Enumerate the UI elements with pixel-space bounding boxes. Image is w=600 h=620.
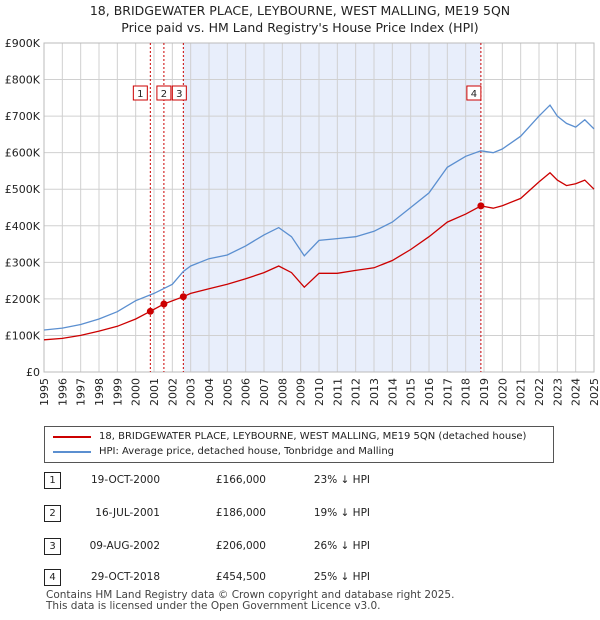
x-tick-label: 2005 xyxy=(221,378,234,406)
sale-hpi-diff: 19% ↓ HPI xyxy=(313,507,370,519)
sale-number-box xyxy=(132,85,148,101)
sale-date: 19-OCT-2000 xyxy=(91,474,160,486)
legend-swatch-hpi xyxy=(53,451,91,453)
sale-number-label: 1 xyxy=(137,89,143,100)
sale-number-label: 3 xyxy=(176,89,182,100)
sale-point xyxy=(477,202,485,210)
x-tick-label: 2022 xyxy=(533,378,546,406)
sale-hpi-diff: 23% ↓ HPI xyxy=(313,474,370,486)
sale-point xyxy=(160,300,168,308)
y-tick-label: £600K xyxy=(5,147,41,160)
sale-number: 2 xyxy=(44,505,61,522)
x-tick-label: 2011 xyxy=(331,378,344,406)
y-tick-label: £0 xyxy=(26,366,40,379)
x-tick-label: 2009 xyxy=(295,378,308,406)
x-tick-label: 2019 xyxy=(478,378,491,406)
sale-row: 3 09-AUG-2002 £206,000 26% ↓ HPI xyxy=(0,536,600,556)
sale-number-box xyxy=(171,85,187,101)
x-tick-label: 2025 xyxy=(588,378,600,406)
sale-point xyxy=(146,307,154,315)
x-tick-label: 1995 xyxy=(38,378,51,406)
chart-title: 18, BRIDGEWATER PLACE, LEYBOURNE, WEST M… xyxy=(89,3,511,18)
legend-swatch-property xyxy=(53,436,91,438)
sale-row: 2 16-JUL-2001 £186,000 19% ↓ HPI xyxy=(0,503,600,523)
x-tick-label: 2018 xyxy=(460,378,473,406)
x-tick-label: 2020 xyxy=(496,378,509,406)
hpi-line xyxy=(43,104,595,331)
y-tick-label: £200K xyxy=(5,293,41,306)
plot-border xyxy=(43,42,595,373)
x-tick-label: 1998 xyxy=(93,378,106,406)
x-tick-label: 1999 xyxy=(111,378,124,406)
legend: 18, BRIDGEWATER PLACE, LEYBOURNE, WEST M… xyxy=(44,426,554,463)
x-tick-label: 2000 xyxy=(130,378,143,406)
x-tick-label: 2007 xyxy=(258,378,271,406)
sale-row: 1 19-OCT-2000 £166,000 23% ↓ HPI xyxy=(0,470,600,490)
x-tick-label: 2023 xyxy=(551,378,564,406)
x-tick-label: 1996 xyxy=(56,378,69,406)
x-tick-label: 2003 xyxy=(185,378,198,406)
x-tick-label: 2012 xyxy=(350,378,363,406)
sale-date: 09-AUG-2002 xyxy=(89,540,160,552)
x-tick-label: 2014 xyxy=(386,378,399,406)
x-tick-label: 2010 xyxy=(313,378,326,406)
x-tick-label: 2006 xyxy=(240,378,253,406)
sale-date: 16-JUL-2001 xyxy=(95,507,160,519)
y-tick-label: £500K xyxy=(5,183,41,196)
sale-price: £206,000 xyxy=(215,540,266,552)
y-tick-label: £100K xyxy=(5,329,41,342)
y-tick-label: £800K xyxy=(5,74,41,87)
price-chart: £0 £100K £200K £300K £400K £500K £600K £700K £80… xyxy=(5,37,600,406)
footer-line-2: This data is licensed under the Open Gov… xyxy=(46,600,381,612)
sale-number: 1 xyxy=(44,472,61,489)
sale-number-box xyxy=(466,85,482,101)
x-tick-label: 1997 xyxy=(75,378,88,406)
y-tick-label: £900K xyxy=(5,37,41,50)
x-tick-label: 2013 xyxy=(368,378,381,406)
x-tick-label: 2021 xyxy=(515,378,528,406)
y-tick-label: £400K xyxy=(5,220,41,233)
sale-price: £166,000 xyxy=(215,474,266,486)
footer: Contains HM Land Registry data © Crown c… xyxy=(46,590,454,612)
x-tick-label: 2024 xyxy=(570,378,583,406)
sale-price: £454,500 xyxy=(215,571,266,583)
chart-subtitle: Price paid vs. HM Land Registry's House … xyxy=(121,20,479,35)
x-tick-label: 2002 xyxy=(166,378,179,406)
sale-price: £186,000 xyxy=(215,507,266,519)
x-tick-label: 2008 xyxy=(276,378,289,406)
sale-date: 29-OCT-2018 xyxy=(91,571,160,583)
sale-number-label: 2 xyxy=(161,89,167,100)
legend-label-hpi: HPI: Average price, detached house, Tonb… xyxy=(99,446,395,457)
shaded-region xyxy=(183,43,481,372)
sale-number-box xyxy=(156,85,172,101)
x-tick-label: 2017 xyxy=(441,378,454,406)
sale-number: 3 xyxy=(44,538,61,555)
x-tick-label: 2001 xyxy=(148,378,161,406)
sale-hpi-diff: 25% ↓ HPI xyxy=(313,571,370,583)
sale-point xyxy=(179,293,187,301)
x-tick-label: 2004 xyxy=(203,378,216,406)
sale-hpi-diff: 26% ↓ HPI xyxy=(313,540,370,552)
legend-label-property: 18, BRIDGEWATER PLACE, LEYBOURNE, WEST M… xyxy=(99,431,527,442)
footer-line-1: Contains HM Land Registry data © Crown c… xyxy=(46,589,455,601)
x-tick-label: 2016 xyxy=(423,378,436,406)
y-tick-label: £700K xyxy=(5,110,41,123)
sale-number: 4 xyxy=(44,569,61,586)
x-tick-label: 2015 xyxy=(405,378,418,406)
sale-row: 4 29-OCT-2018 £454,500 25% ↓ HPI xyxy=(0,567,600,587)
sale-number-label: 4 xyxy=(471,89,477,100)
y-tick-label: £300K xyxy=(5,256,41,269)
